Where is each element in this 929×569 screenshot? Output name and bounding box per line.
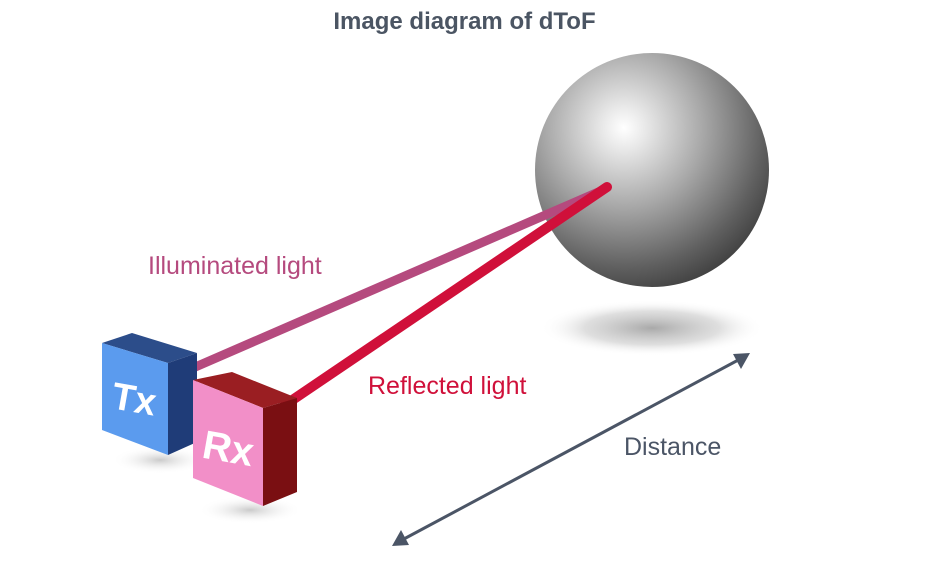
distance-arrowhead-start bbox=[392, 530, 409, 546]
illuminated-light-label: Illuminated light bbox=[148, 252, 322, 280]
tx-label: Tx bbox=[109, 375, 160, 424]
tx-shadow bbox=[112, 446, 208, 474]
rx-shadow bbox=[198, 496, 302, 524]
tx-sensor: Tx bbox=[102, 333, 197, 455]
tx-top bbox=[102, 333, 197, 363]
distance-arrowhead-end bbox=[733, 353, 750, 369]
rx-sensor: Rx bbox=[193, 372, 297, 506]
target-sphere bbox=[535, 53, 769, 287]
rx-top bbox=[193, 372, 297, 408]
reflected-light-beam bbox=[280, 182, 612, 410]
distance-label: Distance bbox=[624, 433, 721, 461]
distance-arrow bbox=[392, 353, 750, 546]
distance-arrow-line bbox=[401, 356, 743, 542]
diagram-title: Image diagram of dToF bbox=[333, 8, 596, 35]
rx-label: Rx bbox=[199, 423, 257, 475]
reflected-light-label: Reflected light bbox=[368, 372, 526, 400]
rx-face bbox=[193, 380, 263, 506]
sphere-shadow bbox=[540, 300, 764, 356]
rx-side bbox=[263, 398, 297, 506]
tx-side bbox=[168, 353, 197, 455]
illuminated-light-beam bbox=[188, 185, 608, 373]
tx-face bbox=[102, 343, 168, 455]
